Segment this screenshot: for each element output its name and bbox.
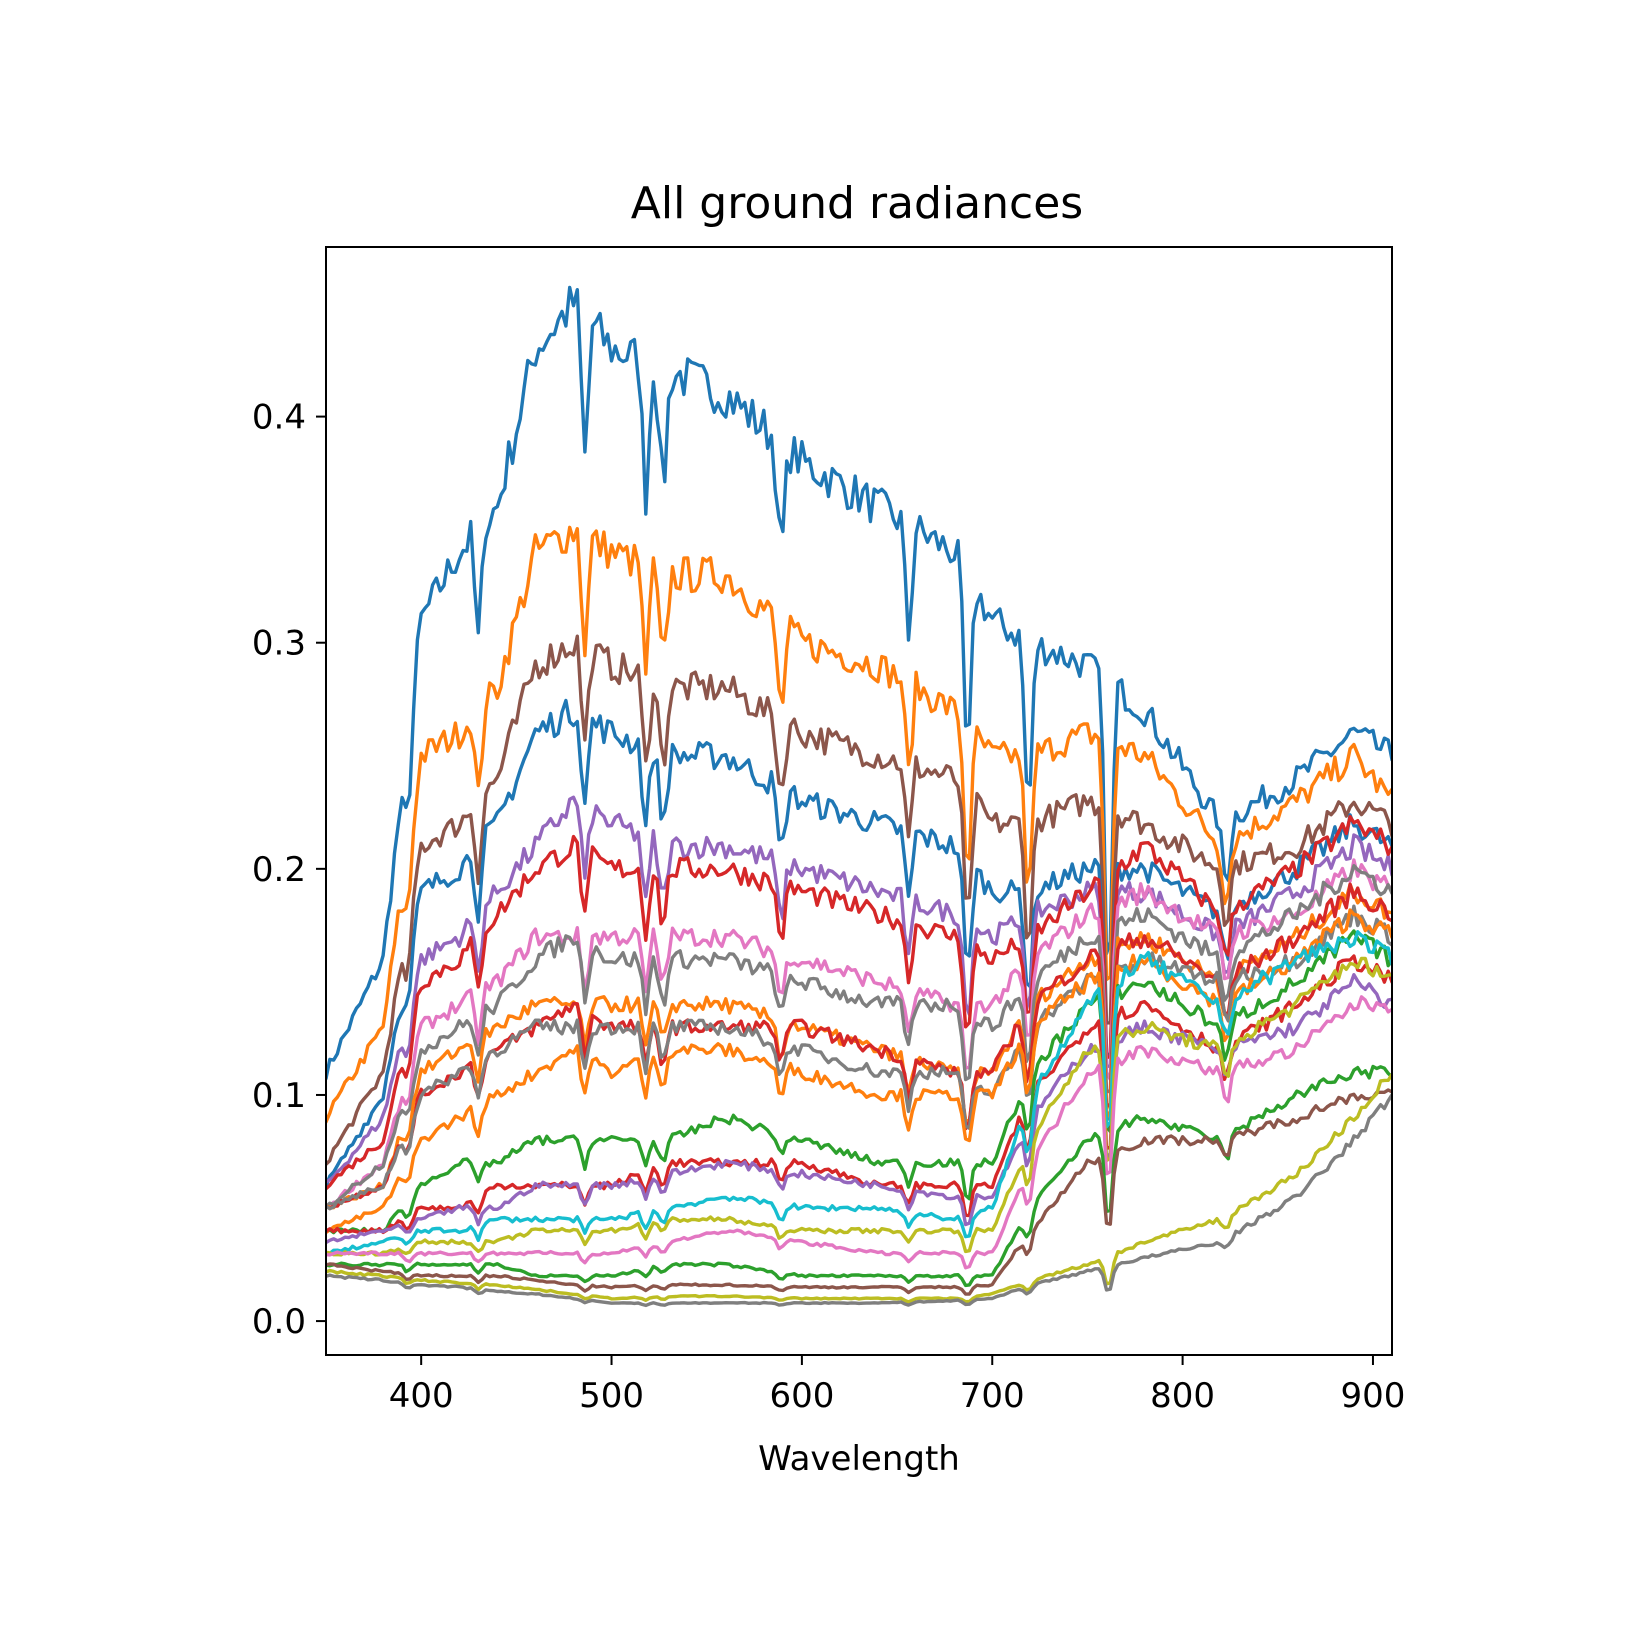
series-line-19 xyxy=(326,1064,1392,1288)
series-line-5 xyxy=(326,795,1392,1184)
x-tick-label: 900 xyxy=(1341,1376,1406,1416)
x-axis-label: Wavelength xyxy=(758,1439,960,1479)
y-tick-label: 0.3 xyxy=(252,624,306,664)
plot-frame xyxy=(325,246,1393,1356)
y-tick-label: 0.4 xyxy=(252,398,306,438)
series-line-4 xyxy=(326,698,1392,1189)
series-line-17 xyxy=(326,956,1392,1257)
y-tick-label: 0.0 xyxy=(252,1302,306,1342)
series-line-22 xyxy=(326,1093,1392,1308)
series-line-3 xyxy=(326,634,1392,1167)
series-line-1 xyxy=(326,285,1392,1081)
series-layer xyxy=(326,285,1392,1308)
x-tick-label: 500 xyxy=(579,1376,644,1416)
series-line-18 xyxy=(326,995,1392,1270)
x-tick-label: 400 xyxy=(389,1376,454,1416)
x-tick-label: 700 xyxy=(960,1376,1025,1416)
series-line-13 xyxy=(326,929,1392,1235)
series-line-7 xyxy=(326,858,1392,1209)
series-line-12 xyxy=(326,908,1392,1235)
series-line-20 xyxy=(326,1088,1392,1296)
x-tick-label: 600 xyxy=(769,1376,834,1416)
series-line-15 xyxy=(326,973,1392,1245)
y-tick-label: 0.2 xyxy=(252,850,306,890)
y-axis: 0.0 0.1 0.2 0.3 0.4 xyxy=(252,398,326,1342)
y-tick-label: 0.1 xyxy=(252,1076,306,1116)
series-line-2 xyxy=(326,525,1392,1124)
chart-title: All ground radiances xyxy=(631,178,1083,229)
series-line-8 xyxy=(326,864,1392,1209)
series-line-16 xyxy=(326,930,1392,1256)
series-line-6 xyxy=(326,815,1392,1191)
x-tick-label: 800 xyxy=(1150,1376,1215,1416)
series-line-11 xyxy=(326,904,1392,1211)
x-axis: 400 500 600 700 800 900 xyxy=(389,1355,1406,1416)
series-line-21 xyxy=(326,1072,1392,1304)
